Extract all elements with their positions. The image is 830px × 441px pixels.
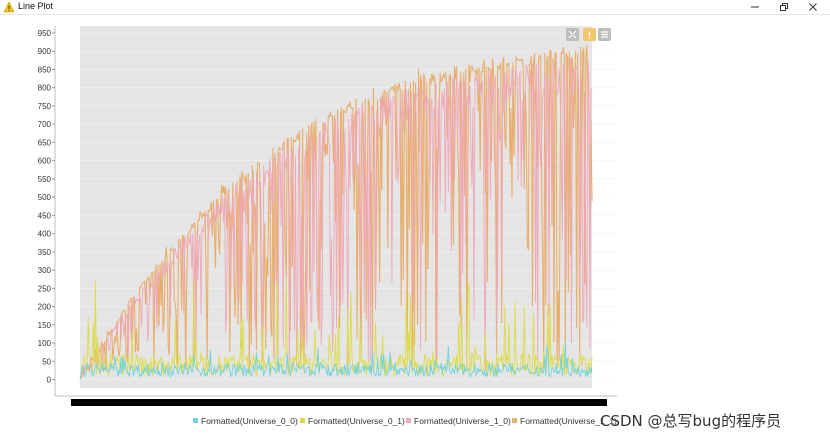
- y-tick-label: 950: [38, 29, 52, 38]
- legend-label: Formatted(Universe_1_1): [520, 416, 617, 426]
- plot-toolbar: !: [566, 28, 611, 42]
- legend-swatch: [512, 418, 517, 423]
- line-chart: 0 50 100 150 200 250 300 350 400 450 500 550 600 650 7…: [38, 26, 617, 426]
- y-tick-label: 100: [38, 339, 52, 348]
- y-tick-label: 0: [47, 376, 52, 385]
- y-tick-label: 600: [38, 157, 52, 166]
- series-line: [79, 56, 593, 380]
- series-line: [79, 342, 593, 380]
- fullscreen-button[interactable]: [566, 28, 579, 41]
- warning-icon: !: [588, 31, 591, 42]
- menu-icon: [601, 31, 608, 38]
- window-title: Line Plot: [18, 1, 54, 11]
- series-layer: [79, 44, 593, 380]
- fullscreen-icon: [568, 30, 577, 39]
- y-tick-label: 150: [38, 321, 52, 330]
- warning-triangle-icon: [3, 1, 15, 13]
- legend-item[interactable]: Formatted(Universe_1_0): [406, 416, 511, 426]
- y-tick-label: 700: [38, 120, 52, 129]
- y-tick-label: 300: [38, 266, 52, 275]
- y-tick-label: 450: [38, 211, 52, 220]
- y-tick-label: 500: [38, 193, 52, 202]
- y-tick-label: 800: [38, 84, 52, 93]
- y-axis: 0 50 100 150 200 250 300 350 400 450 500 550 600 650 7…: [38, 26, 617, 397]
- watermark-text: CSDN @总写bug的程序员: [600, 412, 782, 430]
- y-tick-label: 350: [38, 248, 52, 257]
- legend-swatch: [406, 418, 411, 423]
- y-tick-label: 550: [38, 175, 52, 184]
- x-axis-scrollbar[interactable]: [71, 399, 607, 406]
- y-tick-label: 750: [38, 102, 52, 111]
- y-tick-label: 900: [38, 47, 52, 56]
- y-tick-label: 50: [42, 357, 51, 366]
- window-titlebar: Line Plot: [0, 0, 830, 15]
- warning-button[interactable]: !: [583, 28, 596, 42]
- legend: Formatted(Universe_0_0) Formatted(Univers…: [193, 416, 617, 426]
- legend-label: Formatted(Universe_1_0): [414, 416, 511, 426]
- close-button[interactable]: [800, 0, 826, 14]
- y-tick-label: 250: [38, 284, 52, 293]
- minimize-button[interactable]: [742, 0, 768, 14]
- legend-swatch: [193, 418, 198, 423]
- minimize-icon: [751, 6, 759, 8]
- legend-item[interactable]: Formatted(Universe_0_1): [300, 416, 405, 426]
- y-tick-label: 650: [38, 138, 52, 147]
- legend-item[interactable]: Formatted(Universe_0_0): [193, 416, 298, 426]
- legend-label: Formatted(Universe_0_0): [201, 416, 298, 426]
- close-icon: [809, 3, 817, 11]
- legend-item[interactable]: Formatted(Universe_1_1): [512, 416, 617, 426]
- menu-button[interactable]: [598, 28, 611, 41]
- legend-label: Formatted(Universe_0_1): [308, 416, 405, 426]
- y-tick-label: 400: [38, 230, 52, 239]
- restore-icon: [780, 3, 788, 11]
- legend-swatch: [300, 418, 305, 423]
- y-tick-label: 200: [38, 303, 52, 312]
- y-tick-label: 850: [38, 65, 52, 74]
- restore-button[interactable]: [771, 0, 797, 14]
